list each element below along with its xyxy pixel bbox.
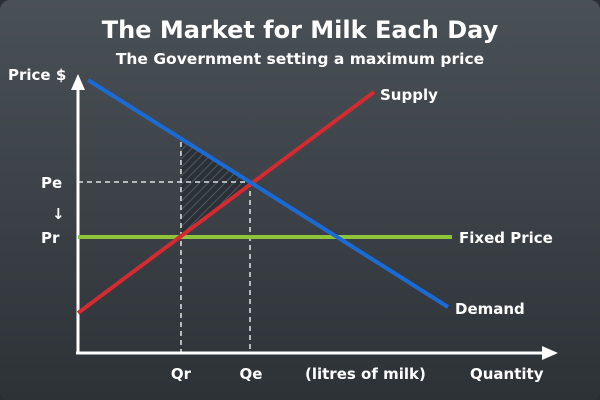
quantity-axis-arrowhead <box>542 346 558 360</box>
deadweight-loss-area <box>181 142 250 236</box>
regulated-price-label: Pr <box>41 229 60 247</box>
demand-curve <box>86 78 450 309</box>
quantity-unit-label: (litres of milk) <box>305 365 426 383</box>
diagram-title: The Market for Milk Each Day <box>102 16 499 44</box>
price-axis-label: Price $ <box>8 66 66 84</box>
quantity-axis-label: Quantity <box>470 365 544 383</box>
fixed-price-label: Fixed Price <box>459 229 553 247</box>
demand-label: Demand <box>455 300 525 318</box>
price-down-arrow-icon: ↓ <box>52 205 65 223</box>
equilibrium-quantity-label: Qe <box>240 365 263 383</box>
regulated-quantity-label: Qr <box>171 365 192 383</box>
equilibrium-price-label: Pe <box>41 174 62 192</box>
diagram-subtitle: The Government setting a maximum price <box>116 50 484 68</box>
supply-curve <box>76 90 376 315</box>
supply-label: Supply <box>380 86 438 104</box>
price-axis-arrowhead <box>71 74 85 90</box>
